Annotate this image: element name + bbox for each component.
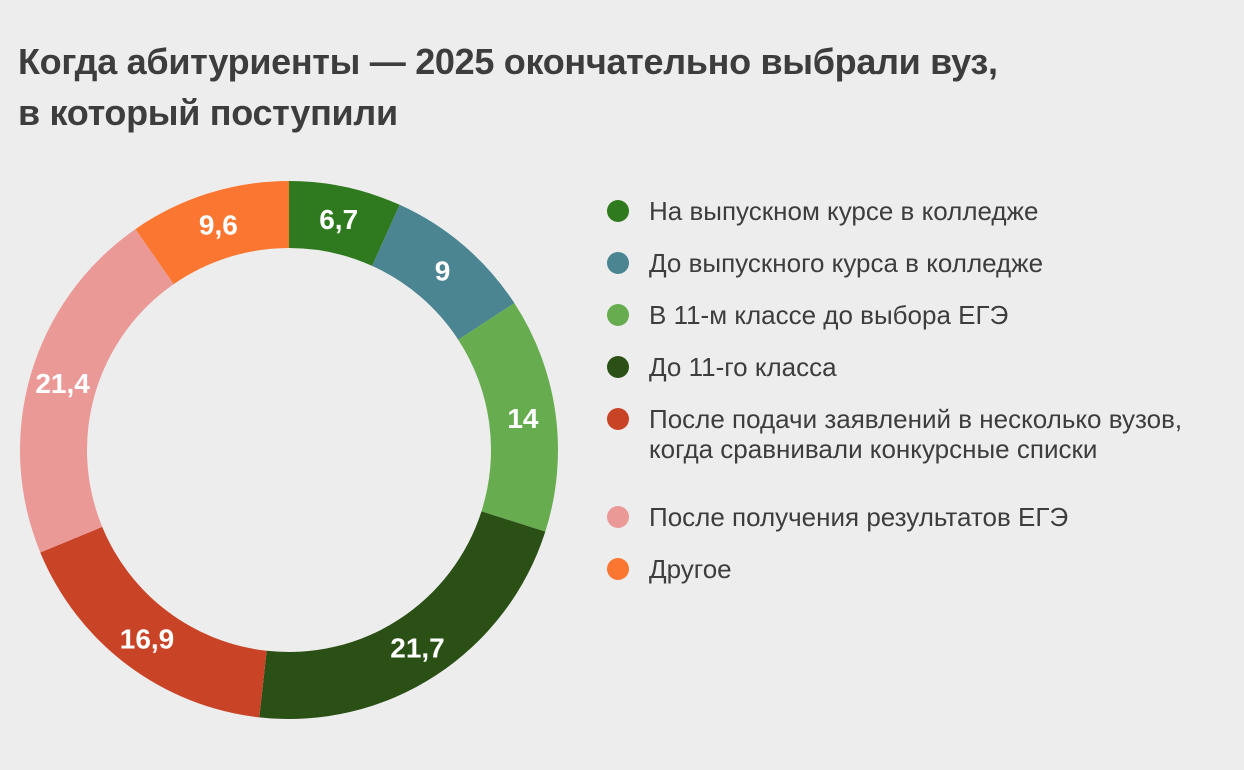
donut-segment-3 bbox=[259, 511, 546, 719]
legend-label: На выпускном курсе в колледже bbox=[649, 196, 1039, 226]
donut-segment-2 bbox=[458, 303, 558, 532]
legend-dot-icon bbox=[607, 252, 629, 274]
segment-value-label-5: 21,4 bbox=[35, 368, 90, 399]
legend-item-6: Другое bbox=[607, 554, 1227, 584]
legend-item-4: После подачи заявлений в несколько вузов… bbox=[607, 404, 1227, 464]
donut-segment-1 bbox=[372, 204, 515, 340]
segment-value-label-3: 21,7 bbox=[390, 633, 445, 664]
legend-label: До 11-го класса bbox=[649, 352, 837, 382]
legend-item-3: До 11-го класса bbox=[607, 352, 1227, 382]
donut-segment-6 bbox=[135, 181, 289, 285]
chart-title-line-1: Когда абитуриенты — 2025 окончательно вы… bbox=[18, 41, 998, 82]
segment-value-label-1: 9 bbox=[435, 256, 451, 287]
donut-segment-4 bbox=[40, 526, 267, 718]
segment-value-label-4: 16,9 bbox=[120, 623, 175, 654]
legend-dot-icon bbox=[607, 558, 629, 580]
legend-dot-icon bbox=[607, 506, 629, 528]
donut-segment-0 bbox=[289, 181, 400, 266]
chart-legend: На выпускном курсе в колледже До выпускно… bbox=[607, 196, 1227, 606]
legend-item-2: В 11-м классе до выбора ЕГЭ bbox=[607, 300, 1227, 330]
legend-label: До выпускного курса в колледже bbox=[649, 248, 1044, 278]
legend-dot-icon bbox=[607, 304, 629, 326]
chart-title-line-2: в который поступили bbox=[18, 92, 398, 133]
legend-item-1: До выпускного курса в колледже bbox=[607, 248, 1227, 278]
legend-dot-icon bbox=[607, 408, 629, 430]
legend-dot-icon bbox=[607, 356, 629, 378]
legend-item-0: На выпускном курсе в колледже bbox=[607, 196, 1227, 226]
segment-value-label-2: 14 bbox=[507, 403, 539, 434]
segment-value-label-0: 6,7 bbox=[319, 204, 358, 235]
donut-segment-5 bbox=[19, 229, 174, 553]
segment-value-label-6: 9,6 bbox=[199, 210, 238, 241]
legend-item-5: После получения результатов ЕГЭ bbox=[607, 502, 1227, 532]
legend-dot-icon bbox=[607, 200, 629, 222]
chart-title: Когда абитуриенты — 2025 окончательно вы… bbox=[18, 36, 998, 138]
legend-label: В 11-м классе до выбора ЕГЭ bbox=[649, 300, 1009, 330]
legend-label: Другое bbox=[649, 554, 732, 584]
legend-label: После подачи заявлений в несколько вузов… bbox=[649, 404, 1183, 464]
legend-label: После получения результатов ЕГЭ bbox=[649, 502, 1069, 532]
